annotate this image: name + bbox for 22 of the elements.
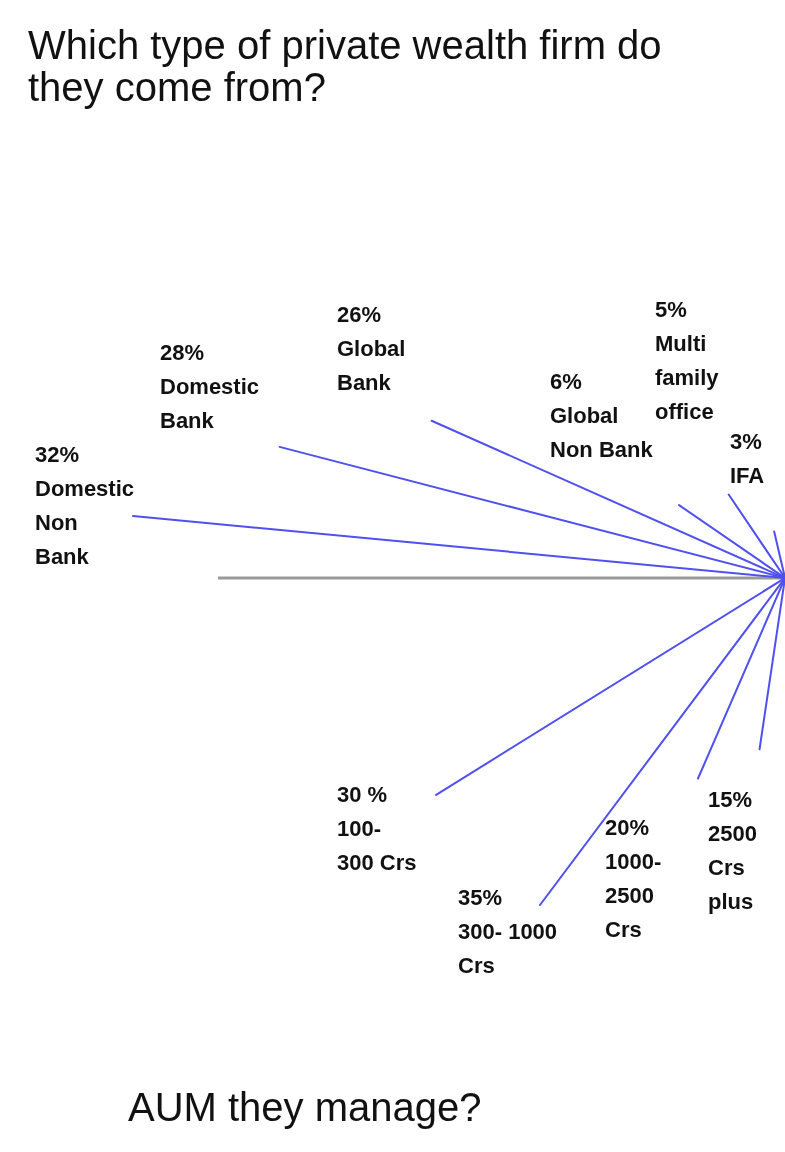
text: Which type of private wealth firm do they come from? bbox=[28, 23, 663, 109]
category-label: 300- 1000 Crs bbox=[458, 919, 558, 979]
category-label: Global Bank bbox=[337, 336, 406, 396]
category-label: IFA bbox=[730, 463, 765, 489]
data-label: 6% bbox=[550, 369, 582, 395]
text: AUM they manage? bbox=[128, 1085, 483, 1129]
data-label: 3% bbox=[730, 429, 762, 455]
category-label: Multi family office bbox=[655, 331, 720, 425]
data-label: 35% bbox=[458, 885, 503, 911]
category-label: 100- 300 Crs bbox=[337, 816, 417, 876]
category-label: Global Non Bank bbox=[550, 403, 654, 463]
data-label: 32% bbox=[35, 442, 80, 468]
data-label: 5% bbox=[655, 297, 687, 323]
category-label: 1000- 2500 Crs bbox=[605, 849, 662, 943]
data-label: 30 % bbox=[337, 782, 388, 808]
data-label: 15% bbox=[708, 787, 753, 813]
category-label: Domestic Bank bbox=[160, 374, 260, 434]
data-label: 26% bbox=[337, 302, 382, 328]
category-label: 2500 Crs plus bbox=[708, 821, 757, 915]
data-label: 20% bbox=[605, 815, 650, 841]
data-label: 28% bbox=[160, 340, 205, 366]
category-label: Domestic Non Bank bbox=[35, 476, 135, 570]
